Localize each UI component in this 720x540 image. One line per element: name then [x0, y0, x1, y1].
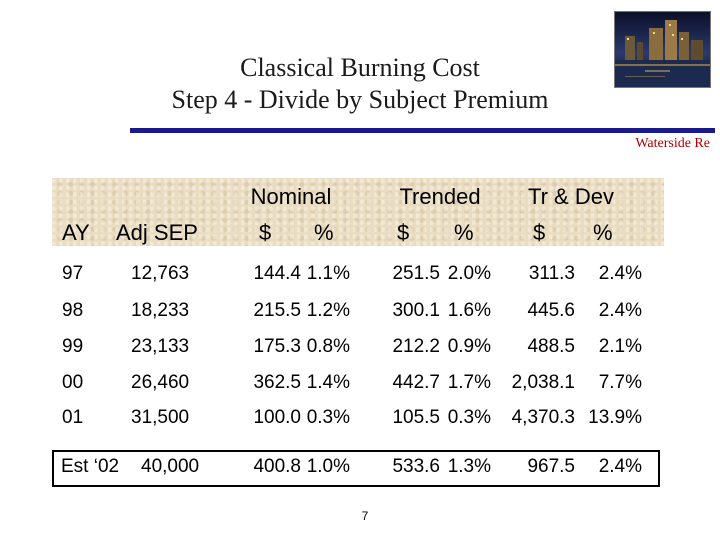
- header-trdev-percent: %: [593, 220, 613, 245]
- cell-adj-sep: 40,000: [141, 456, 200, 477]
- cell-trdev-amount: 2,038.1: [511, 372, 575, 393]
- cell-ay: 01: [62, 407, 84, 428]
- cell-nominal-percent: 1.0%: [306, 456, 350, 477]
- cell-trdev-percent: 2.4%: [598, 456, 642, 477]
- cell-adj-sep: 18,233: [131, 300, 190, 321]
- header-trended-dollar: $: [397, 220, 410, 245]
- header-trended-percent: %: [454, 220, 474, 245]
- cell-nominal-percent: 1.1%: [306, 263, 350, 284]
- cell-trended-percent: 1.3%: [447, 456, 491, 477]
- cell-trended-percent: 1.6%: [447, 300, 491, 321]
- header-tr-dev: Tr & Dev: [528, 184, 614, 209]
- header-trdev-dollar: $: [533, 220, 546, 245]
- cell-trended-amount: 251.5: [392, 263, 440, 284]
- cell-trdev-amount: 488.5: [527, 336, 575, 357]
- title-line-2: Step 4 - Divide by Subject Premium: [171, 85, 549, 114]
- cell-adj-sep: 31,500: [131, 407, 190, 428]
- cell-trdev-amount: 311.3: [528, 263, 575, 284]
- header-trended: Trended: [399, 184, 481, 209]
- cell-trdev-amount: 445.6: [527, 300, 575, 321]
- header-adj-sep: Adj SEP: [116, 220, 198, 245]
- cell-ay: Est ‘02: [61, 456, 120, 477]
- cell-adj-sep: 23,133: [131, 336, 190, 357]
- header-ay: AY: [62, 220, 90, 245]
- cell-ay: 98: [62, 300, 84, 321]
- brand-label: Waterside Re: [635, 136, 710, 151]
- header-nominal-dollar: $: [259, 220, 272, 245]
- estimate-row-box: [52, 450, 660, 487]
- cell-trdev-percent: 2.4%: [598, 300, 642, 321]
- cell-nominal-percent: 0.8%: [306, 336, 350, 357]
- cell-trended-percent: 2.0%: [447, 263, 491, 284]
- page-number: 7: [361, 509, 369, 523]
- cell-trdev-amount: 967.5: [527, 456, 575, 477]
- cell-adj-sep: 26,460: [131, 372, 190, 393]
- cell-nominal-amount: 215.5: [253, 300, 301, 321]
- cell-nominal-amount: 175.3: [253, 336, 301, 357]
- cell-nominal-amount: 362.5: [253, 372, 301, 393]
- cell-trdev-percent: 2.1%: [598, 336, 642, 357]
- cell-trended-percent: 0.3%: [447, 407, 491, 428]
- cell-trdev-percent: 2.4%: [598, 263, 642, 284]
- cell-nominal-percent: 1.2%: [306, 300, 350, 321]
- header-nominal: Nominal: [250, 184, 332, 209]
- cell-trended-amount: 300.1: [392, 300, 440, 321]
- cell-nominal-amount: 144.4: [253, 263, 301, 284]
- header-nominal-percent: %: [314, 220, 334, 245]
- cell-trended-amount: 442.7: [392, 372, 440, 393]
- cell-adj-sep: 12,763: [131, 263, 190, 284]
- cell-trdev-percent: 13.9%: [588, 407, 642, 428]
- cell-trdev-percent: 7.7%: [598, 372, 642, 393]
- cell-ay: 00: [62, 372, 84, 393]
- table-header-band: [52, 178, 664, 246]
- waterfront-photo: [614, 11, 711, 88]
- cell-trended-amount: 105.5: [392, 407, 440, 428]
- cell-nominal-amount: 100.0: [253, 407, 301, 428]
- title-rule: [130, 128, 715, 133]
- cell-ay: 97: [62, 263, 84, 284]
- cell-nominal-percent: 0.3%: [306, 407, 350, 428]
- cell-nominal-amount: 400.8: [253, 456, 301, 477]
- cell-trended-amount: 212.2: [392, 336, 440, 357]
- cell-trended-percent: 0.9%: [447, 336, 491, 357]
- cell-ay: 99: [62, 336, 84, 357]
- cell-trdev-amount: 4,370.3: [511, 407, 575, 428]
- title-line-1: Classical Burning Cost: [240, 53, 480, 82]
- cell-trended-amount: 533.6: [392, 456, 440, 477]
- slide-title: Classical Burning Cost Step 4 - Divide b…: [0, 52, 720, 116]
- cell-nominal-percent: 1.4%: [306, 372, 350, 393]
- cell-trended-percent: 1.7%: [447, 372, 491, 393]
